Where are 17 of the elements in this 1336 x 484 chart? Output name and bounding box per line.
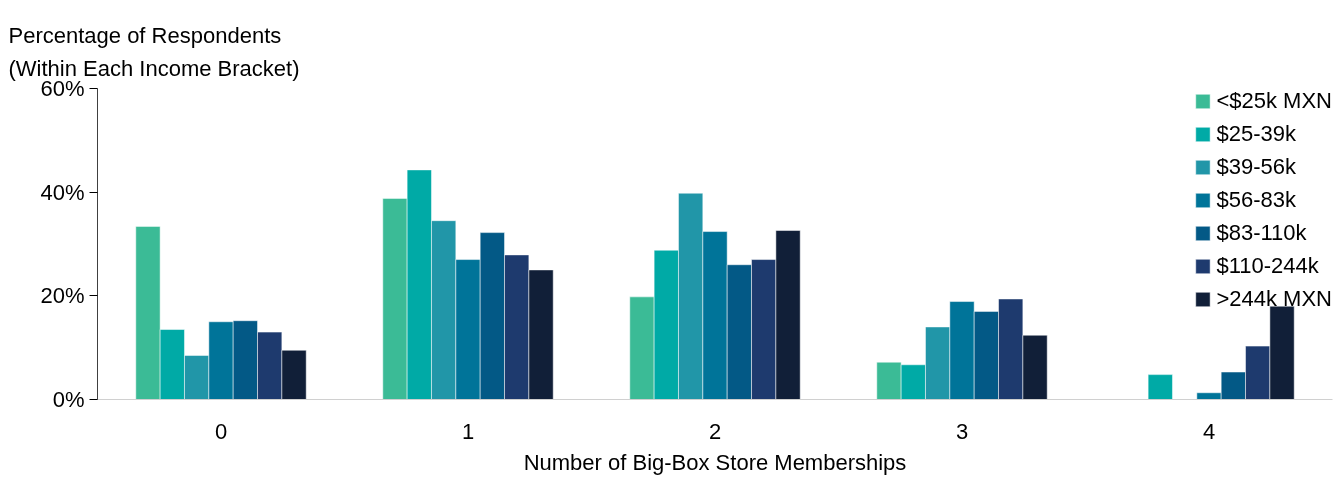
y-tick-label: 40% xyxy=(40,179,85,205)
x-tick-label: 2 xyxy=(708,418,722,444)
y-tick-label: 0% xyxy=(52,387,85,412)
x-tick-label: 4 xyxy=(1202,418,1216,444)
legend-label: $110-244k xyxy=(1216,253,1319,279)
x-tick-label: 0 xyxy=(214,418,228,444)
x-tick-label: 1 xyxy=(461,418,475,444)
legend-label: $39-56k xyxy=(1216,154,1296,180)
legend-label: $83-110k xyxy=(1216,220,1307,246)
y-tick-label: 20% xyxy=(40,283,85,309)
x-axis-title: Number of Big-Box Store Memberships xyxy=(523,449,907,475)
legend-label: <$25k MXN xyxy=(1216,88,1332,114)
legend-label: >244k MXN xyxy=(1216,286,1332,312)
bar xyxy=(1147,374,1173,400)
legend-label: $56-83k xyxy=(1216,187,1296,213)
x-tick-label: 3 xyxy=(955,418,969,444)
legend-label: $25-39k xyxy=(1216,121,1296,147)
